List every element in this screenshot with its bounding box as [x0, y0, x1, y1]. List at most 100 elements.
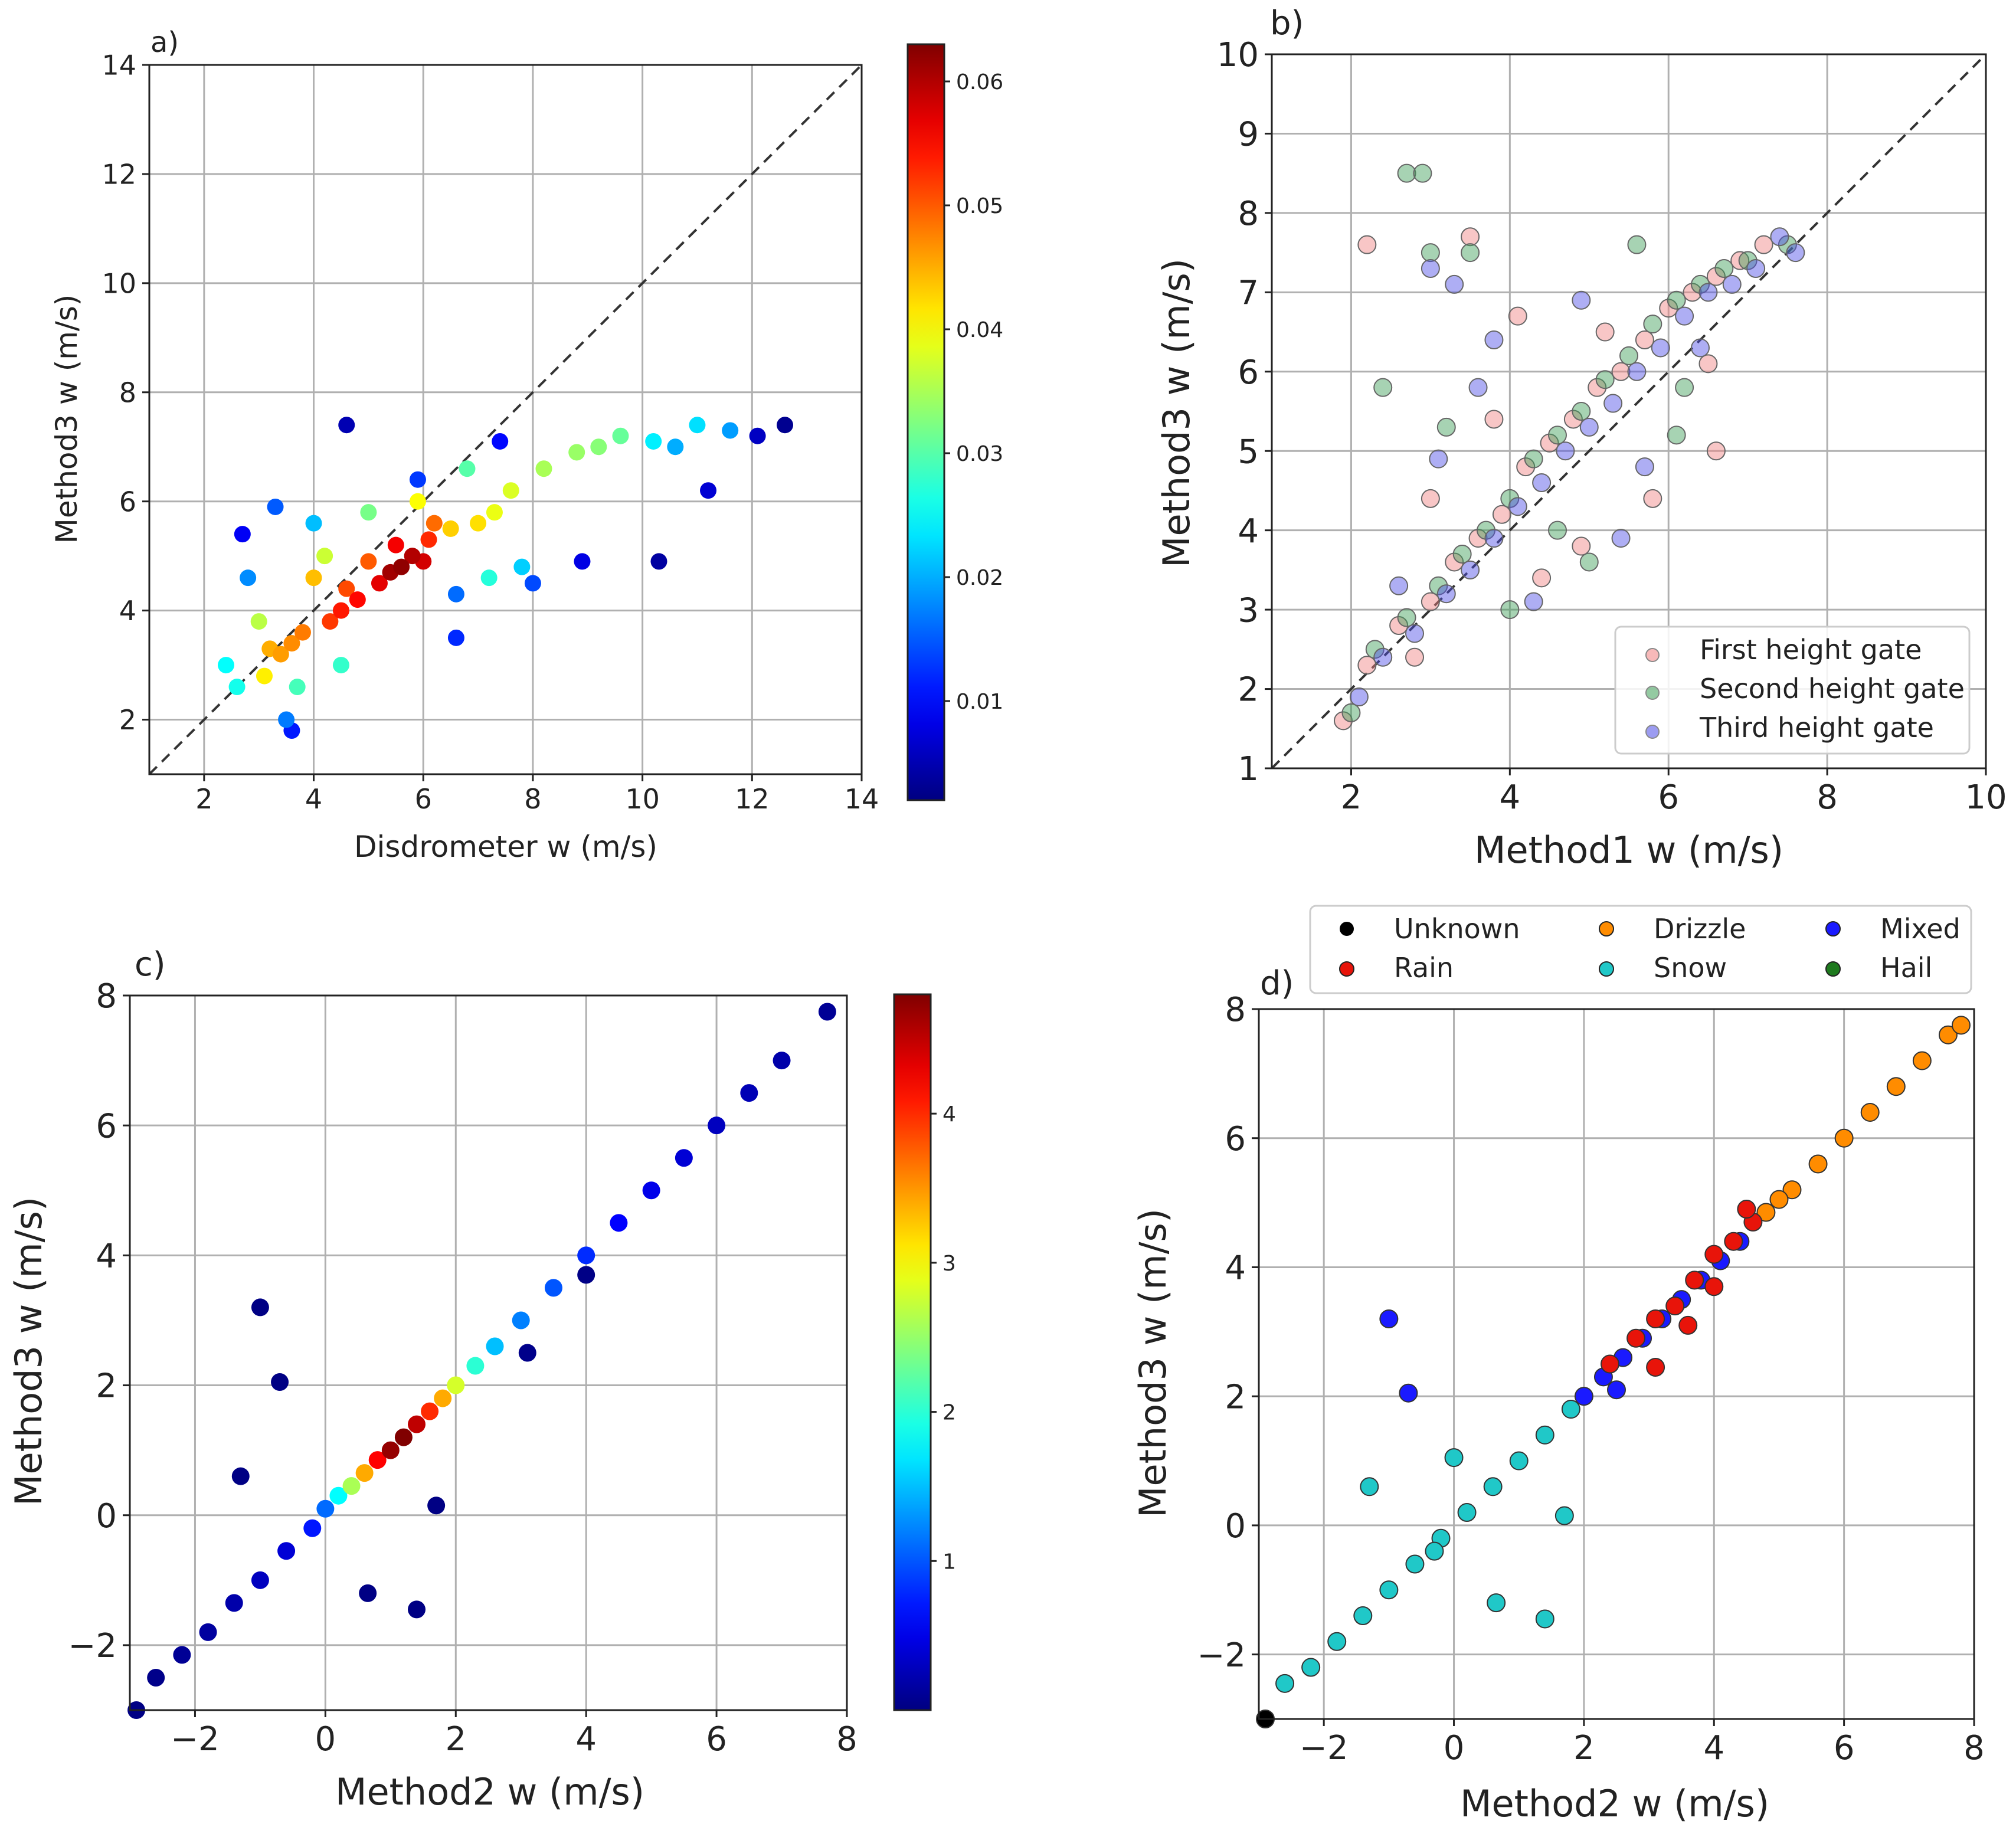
panel-d-point-snow: [1458, 1504, 1476, 1521]
panel-b-y-tick-label: 10: [1217, 36, 1259, 74]
panel-a-y-tick-label: 4: [119, 595, 136, 627]
panel-d-point-snow: [1354, 1607, 1372, 1625]
panel-d-y-tick-label: 6: [1225, 1120, 1246, 1158]
panel-c-y-axis-label: Method3 w (m/s): [7, 1197, 50, 1506]
legend-marker-hail: [1826, 962, 1840, 976]
panel-b-point-third-height-gate: [1636, 458, 1654, 476]
panel-b-point-second-height-gate: [1620, 347, 1638, 365]
panel-c-data-point: [359, 1584, 377, 1602]
panel-c-data-point: [740, 1084, 758, 1102]
panel-a-colorbar-tick-label: 0.01: [956, 690, 1003, 714]
panel-b-point-first-height-gate: [1612, 363, 1630, 381]
panel-a-data-point: [316, 548, 333, 564]
panel-b-point-first-height-gate: [1406, 649, 1423, 666]
panel-b-point-third-height-gate: [1461, 561, 1479, 579]
panel-b-y-tick-label: 3: [1238, 591, 1259, 630]
panel-a-data-point: [410, 493, 426, 510]
panel-d-y-tick-label: 2: [1225, 1378, 1246, 1416]
legend-label-second-gate: Second height gate: [1700, 673, 1965, 705]
panel-c-x-tick-label: 4: [575, 1720, 597, 1759]
panel-d-point-snow: [1536, 1610, 1554, 1628]
panel-a-x-axis-label: Disdrometer w (m/s): [354, 830, 657, 864]
panel-c-data-point: [356, 1464, 374, 1482]
panel-a-data-point: [338, 417, 355, 433]
panel-b-point-third-height-gate: [1422, 260, 1439, 277]
panel-c-data-point: [577, 1246, 595, 1264]
panel-c-data-point: [519, 1344, 536, 1362]
panel-d-point-rain: [1737, 1200, 1755, 1218]
panel-a-y-tick-label: 6: [119, 486, 136, 518]
legend-label-rain: Rain: [1394, 952, 1454, 984]
panel-a-colorbar-tick-label: 0.04: [956, 318, 1003, 342]
panel-c-colorbar-tick-label: 3: [942, 1252, 956, 1276]
panel-b-x-tick-label: 6: [1658, 778, 1679, 817]
panel-c-x-tick-label: 0: [315, 1720, 336, 1759]
panel-b-y-tick-label: 5: [1238, 433, 1259, 471]
panel-b-x-axis-label: Method1 w (m/s): [1474, 829, 1783, 872]
panel-c-data-point: [610, 1214, 627, 1232]
panel-a-data-point: [426, 515, 443, 532]
legend-marker-rain: [1340, 962, 1354, 976]
legend-label-snow: Snow: [1654, 952, 1727, 984]
panel-a-data-point: [333, 602, 349, 619]
panel-b-point-first-height-gate: [1422, 490, 1439, 507]
panel-b-point-first-height-gate: [1572, 538, 1590, 555]
panel-b-y-axis-label: Method3 w (m/s): [1155, 258, 1198, 568]
panel-d-point-rain: [1705, 1278, 1723, 1295]
panel-d-y-tick-label: 4: [1225, 1249, 1246, 1288]
panel-a-data-point: [443, 520, 459, 537]
panel-c-data-point: [427, 1497, 445, 1514]
panel-a-data-point: [722, 422, 738, 438]
panel-c-colorbar-tick-label: 1: [942, 1550, 956, 1574]
panel-d-x-tick-label: −2: [1300, 1729, 1349, 1767]
panel-a-label: a): [150, 26, 179, 59]
panel-b-point-second-height-gate: [1668, 292, 1686, 309]
panel-a-colorbar-tick-label: 0.03: [956, 442, 1003, 466]
panel-b-point-second-height-gate: [1596, 371, 1614, 388]
panel-b-y-tick-label: 6: [1238, 353, 1259, 392]
panel-b-point-third-height-gate: [1470, 379, 1487, 397]
panel-b-x-tick-label: 10: [1965, 778, 2007, 817]
legend-marker-unknown: [1340, 922, 1354, 936]
panel-d-legend: Unknown Rain Drizzle Snow Mixed Hail: [1310, 906, 1971, 993]
panel-b-point-second-height-gate: [1398, 165, 1416, 182]
panel-a-data-point: [306, 569, 322, 586]
legend-label-drizzle: Drizzle: [1654, 913, 1746, 945]
panel-c-colorbar-tick-label: 2: [942, 1401, 956, 1425]
panel-c-y-tick-label: 4: [96, 1237, 117, 1276]
panel-b-point-first-height-gate: [1358, 236, 1376, 254]
panel-a-data-point: [481, 569, 498, 586]
panel-a-data-point: [410, 471, 426, 488]
panel-c-data-point: [232, 1468, 250, 1485]
legend-marker-third-gate: [1646, 725, 1659, 738]
panel-d-point-mixed: [1575, 1387, 1593, 1405]
panel-d-point-snow: [1445, 1449, 1463, 1466]
panel-d-point-snow: [1328, 1633, 1346, 1651]
panel-a-data-point: [513, 559, 530, 575]
panel-b-point-first-height-gate: [1461, 228, 1479, 245]
panel-b-point-second-height-gate: [1438, 418, 1455, 436]
panel-d-point-drizzle: [1809, 1155, 1827, 1173]
panel-b-point-third-height-gate: [1485, 331, 1503, 349]
panel-b-point-second-height-gate: [1413, 165, 1431, 182]
panel-b-point-second-height-gate: [1668, 426, 1686, 444]
panel-a-data-point: [470, 515, 486, 532]
panel-a-data-point: [388, 537, 404, 554]
panel-a-x-tick-label: 4: [305, 783, 322, 815]
panel-a-data-point: [525, 575, 541, 591]
panel-b-point-second-height-gate: [1549, 426, 1566, 444]
panel-b-point-third-height-gate: [1406, 624, 1423, 642]
panel-a-data-point: [535, 460, 552, 477]
panel-b-point-first-height-gate: [1485, 410, 1503, 428]
panel-b-point-second-height-gate: [1715, 260, 1733, 277]
panel-a-x-tick-label: 14: [845, 783, 879, 815]
panel-a-data-point: [294, 624, 311, 641]
panel-c-data-point: [486, 1337, 504, 1355]
panel-b-x-tick-label: 8: [1817, 778, 1838, 817]
panel-a-data-point: [650, 553, 667, 569]
panel-c-data-point: [675, 1149, 693, 1167]
panel-c-data-point: [147, 1669, 165, 1687]
panel-a-data-point: [568, 444, 585, 460]
panel-c-data-point: [251, 1298, 269, 1316]
panel-c-data-point: [773, 1052, 791, 1069]
